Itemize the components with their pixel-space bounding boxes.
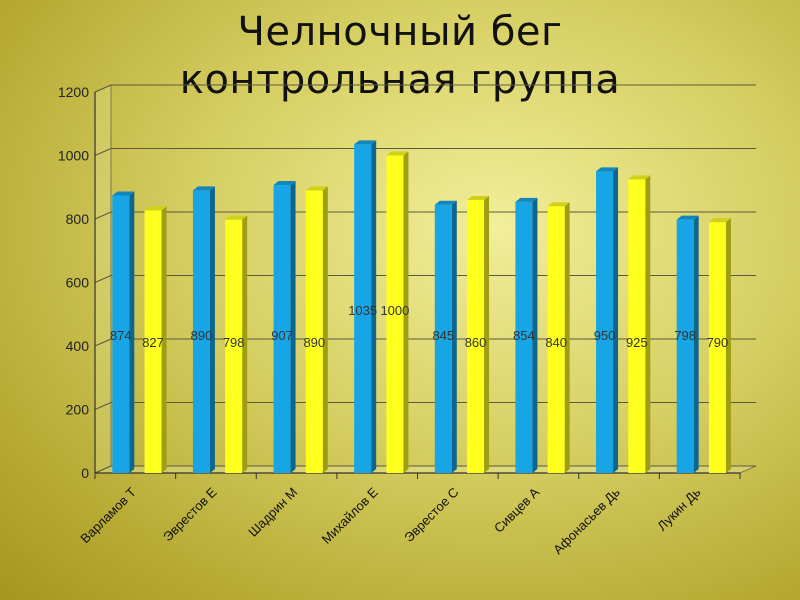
- data-label: 890: [303, 335, 325, 350]
- bar-top: [628, 175, 651, 180]
- bar: [112, 195, 130, 473]
- y-tick-label: 600: [66, 275, 90, 291]
- x-tick-label: Михайлов Е: [319, 484, 382, 547]
- chart-title: Челночный бег контрольная группа: [0, 8, 800, 104]
- data-label: 1035: [348, 303, 377, 318]
- bar-top: [192, 186, 215, 191]
- bar-side: [242, 215, 248, 473]
- y-tick-label: 1000: [58, 148, 89, 164]
- bar-side: [532, 197, 538, 474]
- bar-top: [305, 186, 328, 191]
- gridline-depth: [94, 211, 112, 220]
- bar: [676, 219, 694, 473]
- gridline-depth: [94, 338, 112, 347]
- bar-side: [403, 151, 409, 473]
- data-label: 1000: [380, 303, 409, 318]
- bar-top: [596, 167, 619, 172]
- data-label: 854: [513, 328, 535, 343]
- bar-side: [209, 186, 215, 474]
- bar-top: [354, 140, 377, 145]
- data-label: 925: [626, 335, 648, 350]
- title-line-2: контрольная группа: [179, 57, 621, 103]
- bar: [596, 171, 614, 473]
- bar-top: [225, 215, 248, 220]
- x-tick-label: Эврестов Е: [160, 484, 220, 544]
- bar-top: [144, 206, 167, 211]
- bar: [628, 179, 646, 473]
- gridline-depth: [94, 84, 112, 93]
- bar: [192, 190, 210, 474]
- bar-side: [693, 215, 699, 473]
- bar-top: [547, 202, 570, 207]
- x-tick-label: Варламов Т: [77, 484, 139, 546]
- y-tick-label: 400: [66, 338, 90, 354]
- bar: [434, 204, 452, 473]
- bar: [515, 201, 533, 474]
- y-tick-label: 800: [66, 211, 90, 227]
- gridline-depth: [94, 402, 112, 410]
- bar: [273, 185, 291, 473]
- bar-side: [451, 200, 457, 473]
- data-label: 840: [545, 335, 567, 350]
- bar-side: [613, 167, 619, 473]
- data-label: 798: [674, 328, 696, 343]
- data-label: 827: [142, 335, 164, 350]
- data-label: 907: [271, 328, 293, 343]
- bar-side: [290, 181, 296, 473]
- bar-side: [645, 175, 651, 473]
- x-tick-label: Сивцев А: [491, 484, 542, 535]
- bar: [354, 144, 372, 473]
- bar-top: [386, 151, 409, 156]
- data-label: 798: [223, 335, 245, 350]
- bar-top: [112, 191, 135, 196]
- bar-side: [161, 206, 167, 474]
- bar: [305, 190, 323, 474]
- gridline-depth: [94, 275, 112, 283]
- data-label: 890: [191, 328, 213, 343]
- x-tick-label: Шадрин М: [245, 485, 300, 540]
- bar-top: [708, 218, 731, 223]
- bar-top: [467, 195, 490, 200]
- bar-top: [676, 215, 699, 220]
- data-label: 860: [465, 335, 487, 350]
- y-tick-label: 1200: [58, 84, 89, 100]
- bar-top: [434, 200, 457, 205]
- title-line-1: Челночный бег: [237, 9, 563, 55]
- bar-side: [725, 218, 731, 473]
- bar: [144, 210, 162, 474]
- y-tick-label: 200: [66, 402, 90, 418]
- data-label: 845: [432, 328, 454, 343]
- bar-side: [322, 186, 328, 474]
- x-tick-label: Афонасьев Дь: [550, 484, 623, 557]
- gridline-depth: [94, 148, 112, 156]
- bar-top: [515, 197, 538, 202]
- bar: [225, 219, 243, 473]
- bar-top: [273, 181, 296, 186]
- gridline-depth: [94, 465, 112, 474]
- x-tick-label: Эврестое С: [401, 485, 461, 545]
- bar-side: [371, 140, 377, 473]
- bar-side: [484, 195, 490, 473]
- data-label: 950: [594, 328, 616, 343]
- data-label: 790: [707, 335, 729, 350]
- bar-side: [129, 191, 135, 473]
- data-label: 874: [110, 328, 132, 343]
- bar: [467, 199, 485, 473]
- x-tick-label: Лукин Дь: [654, 484, 703, 533]
- bar: [386, 155, 404, 473]
- bar-side: [564, 202, 570, 474]
- y-tick-label: 0: [81, 465, 89, 481]
- bar: [547, 206, 565, 474]
- bar: [708, 222, 726, 473]
